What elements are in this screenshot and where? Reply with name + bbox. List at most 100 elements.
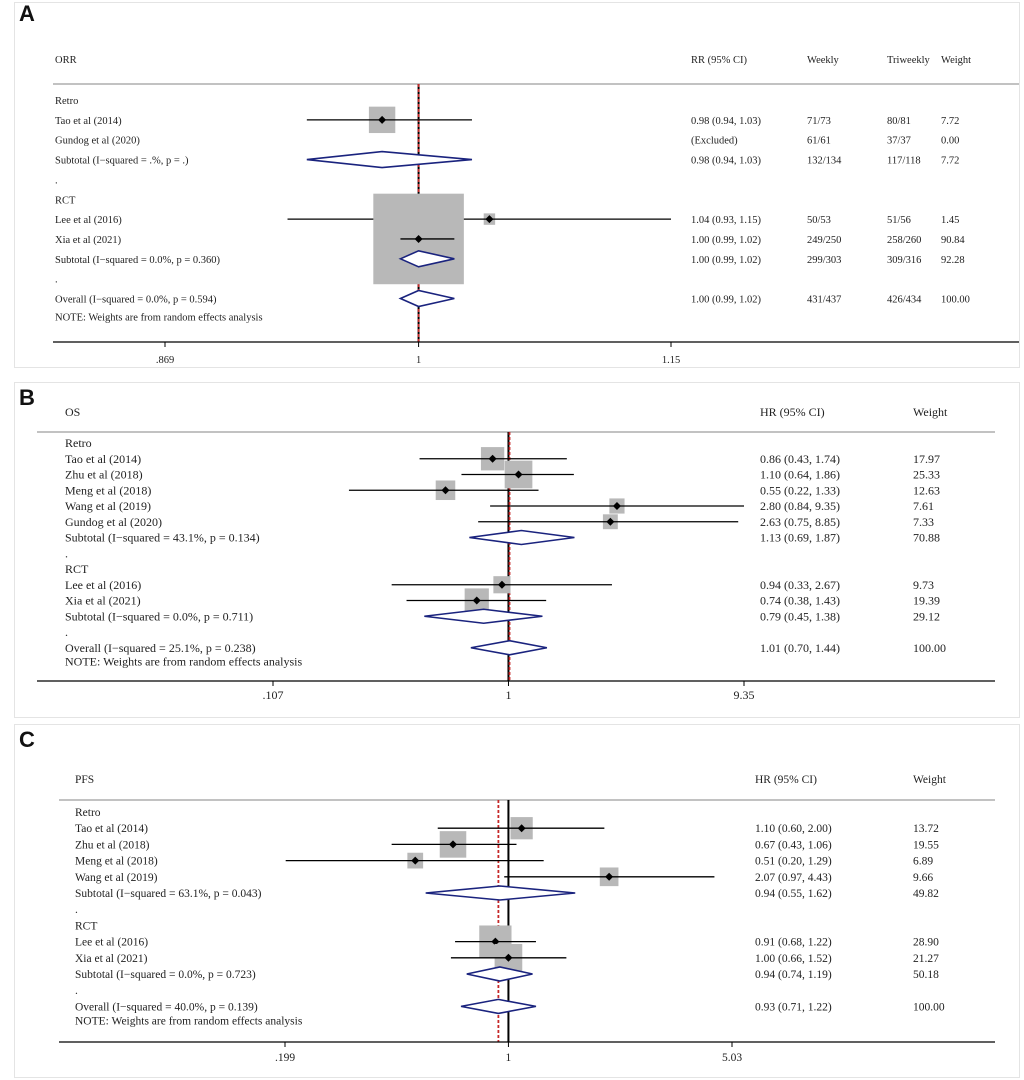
summary-diamond bbox=[398, 289, 455, 308]
study-label: Wang et al (2019) bbox=[75, 872, 158, 884]
event-count: 37/37 bbox=[887, 136, 911, 147]
weight-value: 19.39 bbox=[913, 594, 940, 608]
study-label: Wang et al (2019) bbox=[65, 499, 151, 513]
weight-header: Weight bbox=[941, 55, 971, 66]
ci-value: 1.00 (0.99, 1.02) bbox=[691, 295, 761, 306]
summary-label: Overall (I−squared = 25.1%, p = 0.238) bbox=[65, 641, 256, 655]
weight-value: 1.45 bbox=[941, 215, 959, 226]
point-estimate bbox=[514, 470, 523, 479]
point-estimate bbox=[504, 953, 513, 962]
study-label: Zhu et al (2018) bbox=[65, 468, 143, 482]
weight-header: Weight bbox=[913, 405, 948, 419]
forest-plot-pfs: PFS HR (95% CI) Weight Retro Tao et al (2014… bbox=[59, 774, 995, 1064]
column-header: Weekly bbox=[807, 55, 840, 66]
separator-dot: . bbox=[75, 904, 78, 916]
weight-value: 13.72 bbox=[913, 823, 939, 835]
weight-value: 92.28 bbox=[941, 255, 965, 266]
study-label: Meng et al (2018) bbox=[75, 856, 158, 868]
point-estimate bbox=[606, 517, 615, 526]
effect-header: HR (95% CI) bbox=[760, 405, 825, 419]
group-label: RCT bbox=[55, 195, 76, 206]
ci-value: 1.01 (0.70, 1.44) bbox=[760, 641, 840, 655]
summary-label: Overall (I−squared = 0.0%, p = 0.594) bbox=[55, 295, 217, 306]
ci-value: 1.04 (0.93, 1.15) bbox=[691, 215, 761, 226]
ci-value: 0.79 (0.45, 1.38) bbox=[760, 609, 840, 623]
tick-label: 1 bbox=[416, 355, 421, 366]
summary-label: Subtotal (I−squared = 0.0%, p = 0.360) bbox=[55, 255, 221, 266]
tick-label: 1 bbox=[506, 1052, 512, 1064]
ci-value: 2.63 (0.75, 8.85) bbox=[760, 515, 840, 529]
weight-value: 9.66 bbox=[913, 872, 933, 884]
tick-label: .199 bbox=[275, 1052, 295, 1064]
event-count: 299/303 bbox=[807, 255, 841, 266]
tick-label: 1.15 bbox=[662, 355, 680, 366]
ci-value: 0.74 (0.38, 1.43) bbox=[760, 594, 840, 608]
tick-label: 5.03 bbox=[722, 1052, 742, 1064]
ci-value: 2.80 (0.84, 9.35) bbox=[760, 499, 840, 513]
point-estimate bbox=[605, 872, 614, 881]
event-count: 50/53 bbox=[807, 215, 831, 226]
summary-diamond bbox=[398, 249, 455, 268]
weight-value: 7.72 bbox=[941, 156, 959, 167]
panel-label: B bbox=[19, 385, 35, 410]
event-count: 431/437 bbox=[807, 295, 841, 306]
study-label: Tao et al (2014) bbox=[75, 823, 148, 835]
weight-value: 17.97 bbox=[913, 452, 940, 466]
weight-value: 9.73 bbox=[913, 578, 934, 592]
study-label: Xia et al (2021) bbox=[65, 594, 141, 608]
outcome-title: PFS bbox=[75, 774, 94, 786]
summary-label: Subtotal (I−squared = 63.1%, p = 0.043) bbox=[75, 888, 262, 900]
summary-label: Subtotal (I−squared = 0.0%, p = 0.711) bbox=[65, 609, 253, 623]
event-count: 132/134 bbox=[807, 156, 842, 167]
point-estimate bbox=[411, 856, 420, 865]
ci-value: 1.00 (0.99, 1.02) bbox=[691, 235, 761, 246]
weight-value: 21.27 bbox=[913, 953, 939, 965]
weight-value: 100.00 bbox=[913, 1001, 945, 1013]
weight-value: 70.88 bbox=[913, 531, 940, 545]
event-count: 51/56 bbox=[887, 215, 911, 226]
event-count: 309/316 bbox=[887, 255, 921, 266]
outcome-title: ORR bbox=[55, 55, 77, 66]
summary-label: Overall (I−squared = 40.0%, p = 0.139) bbox=[75, 1001, 258, 1013]
separator-dot: . bbox=[55, 275, 58, 286]
point-estimate bbox=[517, 824, 526, 833]
event-count: 80/81 bbox=[887, 116, 911, 127]
summary-diamond bbox=[306, 150, 473, 169]
ci-value: 1.10 (0.60, 2.00) bbox=[755, 823, 832, 835]
event-count: 426/434 bbox=[887, 295, 922, 306]
ci-value: 0.98 (0.94, 1.03) bbox=[691, 156, 761, 167]
ci-value: 0.94 (0.74, 1.19) bbox=[755, 969, 832, 981]
study-label: Xia et al (2021) bbox=[55, 235, 122, 246]
study-label: Lee et al (2016) bbox=[75, 937, 148, 949]
tick-label: 1 bbox=[505, 688, 511, 702]
weight-value: 90.84 bbox=[941, 235, 965, 246]
summary-diamond bbox=[466, 966, 533, 982]
ci-value: 1.00 (0.99, 1.02) bbox=[691, 255, 761, 266]
weight-header: Weight bbox=[913, 774, 947, 786]
summary-label: Subtotal (I−squared = 0.0%, p = 0.723) bbox=[75, 969, 256, 981]
panel-c: C PFS HR (95% CI) Weight Retro Tao et al (20… bbox=[14, 724, 1020, 1078]
event-count: 117/118 bbox=[887, 156, 921, 167]
summary-diamond bbox=[424, 608, 543, 625]
ci-value: 1.00 (0.66, 1.52) bbox=[755, 953, 832, 965]
summary-diamond bbox=[469, 529, 575, 546]
outcome-title: OS bbox=[65, 405, 80, 419]
study-label: Gundog et al (2020) bbox=[55, 136, 140, 147]
ci-value: 0.86 (0.43, 1.74) bbox=[760, 452, 840, 466]
tick-label: .869 bbox=[156, 355, 174, 366]
study-label: Meng et al (2018) bbox=[65, 483, 151, 497]
ci-value: 0.91 (0.68, 1.22) bbox=[755, 937, 832, 949]
panel-label: C bbox=[19, 727, 35, 752]
weight-value: 25.33 bbox=[913, 468, 940, 482]
summary-diamond bbox=[470, 639, 548, 656]
effect-header: RR (95% CI) bbox=[691, 55, 748, 66]
point-estimate bbox=[414, 234, 423, 243]
point-estimate bbox=[472, 596, 481, 605]
ci-value: 0.51 (0.20, 1.29) bbox=[755, 856, 832, 868]
separator-dot: . bbox=[65, 546, 68, 560]
summary-diamond bbox=[425, 885, 576, 901]
study-label: Lee et al (2016) bbox=[55, 215, 122, 226]
event-count: 71/73 bbox=[807, 116, 831, 127]
point-estimate bbox=[612, 502, 621, 510]
weight-value: 6.89 bbox=[913, 856, 933, 868]
